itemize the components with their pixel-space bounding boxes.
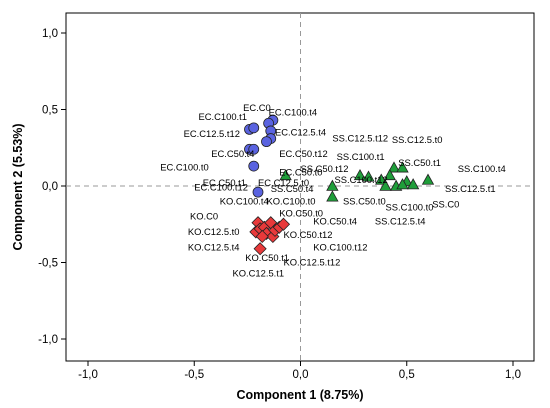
point-label: KO.C50.t12 [284,229,333,240]
point-label: EC.C100.t12 [194,182,248,193]
point-label: SS.C12.5.t12 [332,133,388,144]
triangle-point [379,179,392,191]
y-tick-label: 0,0 [42,181,58,193]
point-label: SS.C100.t4 [458,163,506,174]
diamond-point [276,217,291,231]
y-tick-label: -1,0 [38,334,58,346]
triangle-point [396,178,409,190]
x-tick-label: 0,0 [293,369,309,381]
point-label: SS.C12.5.t4 [375,215,426,226]
point-label: EC.C100.t4 [269,107,317,118]
x-tick-label: 1,0 [505,369,521,381]
point-label: SS.C50.t12 [301,163,349,174]
data-points [244,114,435,256]
point-label: EC.C100.t0 [160,162,208,173]
diamond-point [253,242,267,256]
x-tick-label: -1,0 [78,369,98,381]
circle-point [248,143,260,155]
point-label: EC.C50.t4 [211,148,254,159]
point-label: EC.C0 [243,102,271,113]
point-label: SS.C100.t12 [335,174,388,185]
point-label: SS.C12.5.t0 [392,134,443,145]
y-axis-ticks: 1,0 0,5 0,0 -0,5 -1,0 [38,28,66,346]
point-label: SS.C50.t0 [343,195,386,206]
triangle-point [353,168,367,181]
x-tick-label: -0,5 [184,369,204,381]
y-axis-title: Component 2 (5.53%) [11,123,25,250]
point-label: KO.C0 [190,211,218,222]
point-label: KO.C100.t4 [220,195,269,206]
point-label: SS.C100.t1 [337,151,385,162]
circle-point [261,136,272,148]
point-label: SS.C0 [432,198,459,209]
point-label: EC.C12.5.t0 [258,177,309,188]
point-label: EC.C12.5.t12 [184,128,240,139]
x-axis-title: Component 1 (8.75%) [236,388,363,402]
circle-point [252,186,264,198]
triangle-point [396,161,409,173]
point-label: KO.C100.t0 [267,195,316,206]
triangle-point [421,173,435,185]
y-tick-label: 0,5 [42,105,58,117]
point-label: EC.C50.t1 [203,177,246,188]
diamond-point [255,229,269,244]
x-tick-label: 0,5 [399,369,415,381]
point-label: EC.C50.t0 [279,166,322,177]
y-tick-label: -0,5 [38,258,58,270]
point-label: KO.C50.t4 [313,215,357,226]
point-label: KO.C12.5.t0 [188,226,240,237]
point-label: EC.C50.t12 [279,148,327,159]
circle-point [248,160,260,172]
y-tick-label: 1,0 [42,28,58,40]
circle-point [248,122,260,134]
point-label: EC.C100.t1 [199,111,247,122]
point-label: SS.C50.t4 [271,183,314,194]
point-label: KO.C100.t12 [313,241,367,252]
triangle-point [383,168,396,181]
triangle-point [406,178,420,190]
point-label: KO.C50.t0 [279,208,323,219]
point-label: SS.C12.5.t1 [445,183,496,194]
point-label: KO.C12.5.t12 [284,257,341,268]
x-axis-ticks: -1,0 -0,5 0,0 0,5 1,0 [78,361,521,381]
triangle-point [279,168,292,181]
point-label: KO.C50.t1 [245,252,289,263]
point-label: SS.C100.t0 [386,201,434,212]
point-label: SS.C50.t1 [398,157,441,168]
point-label: EC.C12.5.t4 [275,127,326,138]
reference-lines [66,13,534,361]
triangle-point [387,161,401,173]
triangle-point [326,190,339,202]
triangle-point [362,170,375,182]
point-label: KO.C12.5.t1 [233,267,285,278]
point-label: KO.C12.5.t4 [188,241,240,252]
